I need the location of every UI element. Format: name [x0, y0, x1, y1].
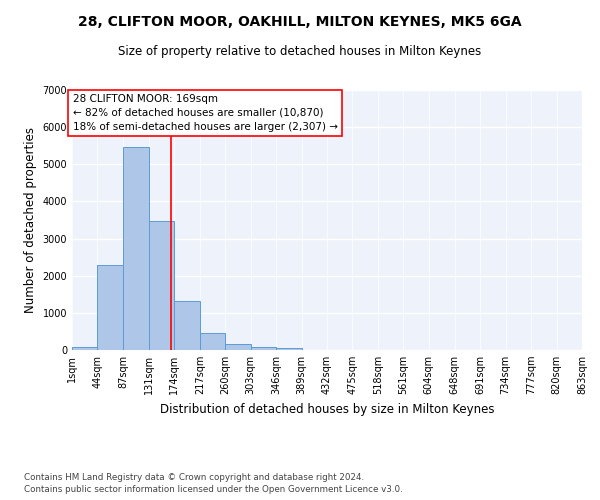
Bar — [175, 301, 200, 350]
Text: Contains HM Land Registry data © Crown copyright and database right 2024.: Contains HM Land Registry data © Crown c… — [24, 472, 364, 482]
X-axis label: Distribution of detached houses by size in Milton Keynes: Distribution of detached houses by size … — [160, 402, 494, 415]
Bar — [123, 147, 149, 350]
Y-axis label: Number of detached properties: Number of detached properties — [24, 127, 37, 313]
Bar — [149, 222, 175, 350]
Text: Contains public sector information licensed under the Open Government Licence v3: Contains public sector information licen… — [24, 485, 403, 494]
Bar — [251, 346, 276, 350]
Text: 28, CLIFTON MOOR, OAKHILL, MILTON KEYNES, MK5 6GA: 28, CLIFTON MOOR, OAKHILL, MILTON KEYNES… — [78, 15, 522, 29]
Bar — [72, 347, 97, 350]
Text: Size of property relative to detached houses in Milton Keynes: Size of property relative to detached ho… — [118, 45, 482, 58]
Text: 28 CLIFTON MOOR: 169sqm
← 82% of detached houses are smaller (10,870)
18% of sem: 28 CLIFTON MOOR: 169sqm ← 82% of detache… — [73, 94, 338, 132]
Bar — [225, 344, 251, 350]
Bar — [276, 348, 302, 350]
Bar — [97, 266, 123, 350]
Bar — [200, 333, 225, 350]
